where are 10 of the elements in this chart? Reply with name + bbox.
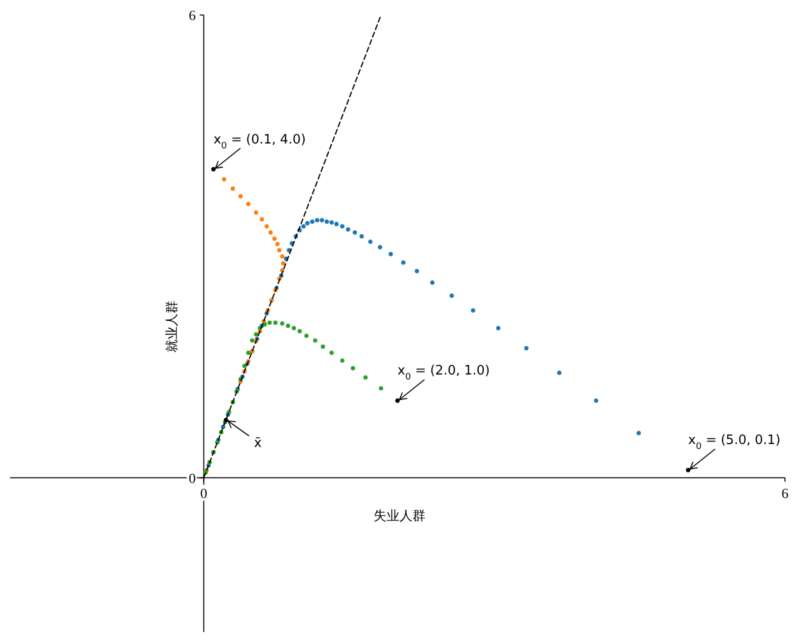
annotation: x$_{0}$ = (0.1, 4.0) xyxy=(213,132,306,169)
annotation: x̄ xyxy=(254,436,262,451)
y-axis-title: 就业人群 xyxy=(164,300,180,352)
x-axis-title: 失业人群 xyxy=(373,508,426,524)
annotation: x̄ xyxy=(228,420,262,451)
annotation: x$_{0}$ = (0.1, 4.0) xyxy=(213,132,306,152)
annotation: x$_{0}$ = (2.0, 1.0) xyxy=(398,364,490,383)
annotation: x$_{0}$ = (5.0, 0.1) xyxy=(688,433,780,452)
annotation: x$_{0}$ = (5.0, 0.1) xyxy=(688,433,780,470)
annotation: x$_{0}$ = (2.0, 1.0) xyxy=(398,364,490,400)
